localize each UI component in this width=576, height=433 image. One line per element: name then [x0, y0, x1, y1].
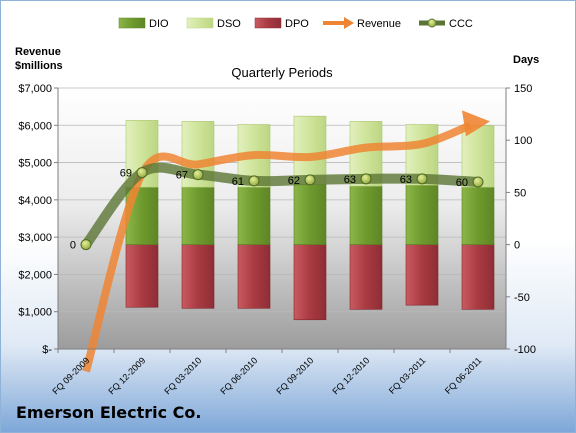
bar-dso: [293, 115, 327, 185]
ccc-point: [192, 169, 204, 181]
x-tick-label: FQ 06-2011: [443, 355, 484, 396]
legend-item-dio: DIO: [118, 17, 169, 30]
y-left-tick-label: $-: [42, 344, 52, 356]
ccc-data-label: 67: [176, 170, 188, 182]
bar-dpo: [461, 244, 495, 310]
y-left-tick-label: $4,000: [18, 195, 52, 207]
y-right-tick-label: -100: [514, 344, 536, 356]
ccc-chart: DIO DSO DPO Revenue CCC Revenue $mill: [15, 17, 539, 396]
y-left-tick-label: $6,000: [18, 120, 52, 132]
bar-dpo: [349, 244, 383, 310]
bar-dio: [293, 183, 327, 245]
y-right-tick-label: 100: [514, 135, 532, 147]
y-right-tick-label: -50: [514, 292, 530, 304]
x-tick-label: FQ 12-2009: [106, 355, 147, 396]
x-tick-label: FQ 03-2011: [387, 355, 428, 396]
legend-label-ccc: CCC: [449, 18, 473, 30]
ccc-data-label: 63: [400, 174, 412, 186]
bar-dio: [349, 185, 383, 245]
legend-label-dpo: DPO: [285, 18, 309, 30]
bar-dpo: [181, 244, 215, 309]
legend-item-dpo: DPO: [254, 17, 309, 30]
y-axis-left-title: Revenue $millions: [15, 46, 63, 72]
legend-item-ccc: CCC: [419, 18, 473, 30]
ccc-data-label: 0: [70, 240, 76, 252]
bar-dio: [181, 186, 215, 245]
ccc-data-label: 61: [232, 176, 244, 188]
ccc-point: [248, 175, 260, 187]
ccc-point: [136, 167, 148, 179]
y-left-tick-label: $7,000: [18, 83, 52, 95]
ccc-data-label: 63: [344, 174, 356, 186]
y-axis-right-title: Days: [513, 54, 539, 66]
legend-item-dso: DSO: [186, 17, 241, 30]
ccc-data-label: 60: [456, 177, 468, 189]
ccc-data-label: 69: [120, 168, 132, 180]
y-right-tick-label: 50: [514, 187, 526, 199]
ccc-point: [472, 176, 484, 188]
bar-dpo: [293, 244, 327, 321]
bar-dio: [461, 186, 495, 245]
y-left-tick-label: $1,000: [18, 307, 52, 319]
legend-label-revenue: Revenue: [357, 18, 401, 30]
bar-dpo: [237, 244, 271, 309]
bar-dpo: [125, 244, 159, 308]
y-right-tick-label: 150: [514, 83, 532, 95]
ccc-data-label: 62: [288, 175, 300, 187]
ccc-point: [304, 174, 316, 186]
y-right-tick-label: 0: [514, 240, 520, 252]
chart-title: Quarterly Periods: [231, 65, 333, 80]
bar-dio: [237, 186, 271, 245]
x-tick-label: FQ 12-2010: [330, 355, 371, 396]
y-left-tick-label: $5,000: [18, 158, 52, 170]
x-tick-label: FQ 09-2009: [50, 355, 91, 396]
x-tick-label: FQ 03-2010: [162, 355, 203, 396]
bar-dio: [405, 184, 439, 245]
x-tick-label: FQ 09-2010: [274, 355, 315, 396]
legend-label-dio: DIO: [149, 18, 169, 30]
ccc-point: [416, 173, 428, 185]
company-name: Emerson Electric Co.: [16, 403, 202, 422]
ccc-point: [80, 239, 92, 251]
revenue-line: [82, 121, 472, 373]
legend: DIO DSO DPO Revenue CCC: [118, 17, 473, 30]
lines-layer: 0 69 67 61 62 63 63 60: [70, 110, 490, 373]
y-left-tick-label: $3,000: [18, 232, 52, 244]
y-left-tick-label: $2,000: [18, 269, 52, 281]
x-tick-label: FQ 06-2010: [218, 355, 259, 396]
ccc-point: [360, 173, 372, 185]
revenue-arrowhead: [462, 110, 490, 137]
legend-item-revenue: Revenue: [323, 17, 401, 30]
bar-dpo: [405, 244, 439, 306]
legend-label-dso: DSO: [217, 18, 241, 30]
